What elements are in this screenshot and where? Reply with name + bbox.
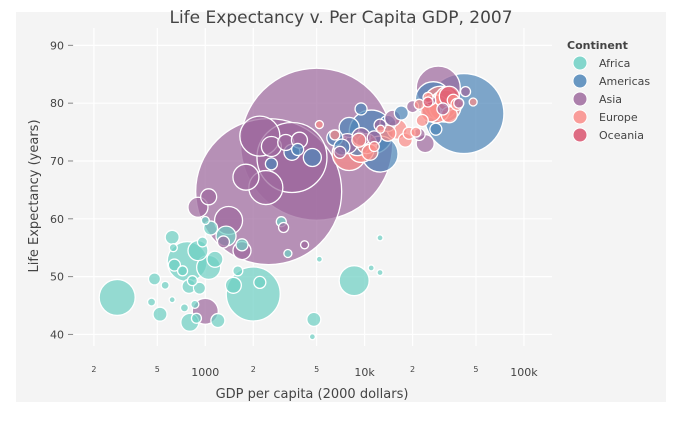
- bubble-asia[interactable]: [200, 188, 218, 206]
- bubble-africa[interactable]: [167, 258, 182, 272]
- bubble-africa[interactable]: [315, 255, 324, 263]
- legend-label-asia[interactable]: Asia: [599, 93, 622, 106]
- bubble-africa[interactable]: [186, 275, 199, 287]
- bubble-africa[interactable]: [224, 276, 242, 294]
- x-minor-tick-label: 2: [91, 365, 96, 374]
- x-axis-label: GDP per capita (2000 dollars): [216, 387, 409, 402]
- bubble-asia[interactable]: [216, 235, 231, 249]
- bubble-europe[interactable]: [468, 97, 478, 107]
- bubble-africa[interactable]: [192, 281, 207, 295]
- bubble-africa[interactable]: [376, 268, 384, 277]
- bubble-africa[interactable]: [376, 234, 384, 242]
- x-minor-tick-label: 2: [410, 365, 415, 374]
- legend-swatch-africa[interactable]: [572, 55, 588, 71]
- bubble-africa[interactable]: [196, 236, 209, 248]
- bubble-asia[interactable]: [333, 145, 347, 159]
- bubble-europe[interactable]: [410, 126, 422, 138]
- bubble-africa[interactable]: [146, 297, 157, 307]
- bubble-africa[interactable]: [168, 296, 176, 304]
- bubble-americas[interactable]: [429, 122, 443, 136]
- bubble-africa[interactable]: [206, 250, 224, 268]
- legend-swatch-europe[interactable]: [572, 109, 588, 125]
- bubble-africa[interactable]: [147, 272, 162, 286]
- bubble-africa[interactable]: [176, 265, 189, 277]
- bubble-americas[interactable]: [393, 105, 409, 121]
- bubble-africa[interactable]: [235, 238, 249, 252]
- bubble-layer: [98, 65, 505, 341]
- bubble-africa[interactable]: [179, 303, 190, 313]
- bubble-africa[interactable]: [98, 278, 136, 317]
- bubble-africa[interactable]: [190, 299, 200, 310]
- bubble-africa[interactable]: [160, 280, 170, 290]
- x-tick-label: 100k: [510, 366, 538, 379]
- legend: Continent Africa Americas Asia Europe Oceani…: [567, 39, 650, 143]
- x-minor-tick-label: 2: [251, 365, 256, 374]
- y-tick-label: 90: [50, 39, 64, 52]
- bubble-africa[interactable]: [210, 312, 226, 329]
- bubble-europe[interactable]: [415, 113, 429, 128]
- bubble-oceania[interactable]: [422, 96, 434, 108]
- bubble-asia[interactable]: [453, 97, 465, 109]
- y-axis-ticks: 40 50 60 70 80 90: [50, 39, 73, 341]
- bubble-europe[interactable]: [329, 129, 341, 141]
- bubble-americas[interactable]: [302, 147, 323, 168]
- bubble-africa[interactable]: [306, 311, 322, 328]
- y-axis-label: Life Expectancy (years): [27, 119, 42, 272]
- bubble-africa[interactable]: [367, 264, 375, 272]
- y-tick-label: 50: [50, 271, 64, 284]
- bubble-africa[interactable]: [152, 306, 168, 322]
- bubble-asia[interactable]: [436, 102, 450, 116]
- y-tick-label: 80: [50, 97, 64, 110]
- legend-label-oceania[interactable]: Oceania: [599, 129, 644, 142]
- bubble-africa[interactable]: [253, 275, 267, 290]
- bubble-africa[interactable]: [200, 215, 210, 226]
- x-tick-label: 1000: [191, 366, 219, 379]
- bubble-africa[interactable]: [232, 265, 244, 277]
- chart-title: Life Expectancy v. Per Capita GDP, 2007: [169, 8, 512, 28]
- legend-label-americas[interactable]: Americas: [599, 75, 650, 88]
- bubble-americas[interactable]: [264, 157, 279, 171]
- bubble-europe[interactable]: [314, 119, 325, 130]
- bubble-europe[interactable]: [375, 124, 386, 134]
- bubble-africa[interactable]: [190, 312, 203, 324]
- legend-label-europe[interactable]: Europe: [599, 111, 638, 124]
- bubble-asia[interactable]: [459, 85, 472, 98]
- legend-swatch-asia[interactable]: [572, 91, 588, 107]
- y-tick-label: 60: [50, 213, 64, 226]
- y-tick-label: 70: [50, 155, 64, 168]
- bubble-africa[interactable]: [283, 248, 293, 259]
- y-tick-label: 40: [50, 328, 64, 341]
- bubble-asia[interactable]: [299, 240, 310, 250]
- bubble-africa[interactable]: [164, 229, 180, 245]
- legend-label-africa[interactable]: Africa: [599, 57, 630, 70]
- bubble-africa[interactable]: [308, 333, 317, 341]
- bubble-asia[interactable]: [277, 221, 290, 234]
- bubble-asia[interactable]: [232, 163, 260, 191]
- x-minor-tick-label: 5: [473, 365, 478, 374]
- legend-swatch-oceania[interactable]: [572, 127, 588, 143]
- bubble-americas[interactable]: [354, 102, 368, 116]
- x-minor-tick-label: 5: [155, 365, 160, 374]
- bubble-africa[interactable]: [338, 265, 370, 297]
- x-tick-label: 10k: [354, 366, 375, 379]
- x-minor-tick-label: 5: [314, 365, 319, 374]
- bubble-africa[interactable]: [168, 243, 178, 253]
- bubble-europe[interactable]: [368, 140, 380, 153]
- legend-swatch-americas[interactable]: [572, 73, 588, 89]
- bubble-europe[interactable]: [351, 132, 367, 148]
- x-axis-ticks: 1000 10k 100k 2 5 2 5 2 5: [91, 365, 538, 379]
- bubble-americas[interactable]: [291, 142, 305, 157]
- legend-title: Continent: [567, 39, 628, 52]
